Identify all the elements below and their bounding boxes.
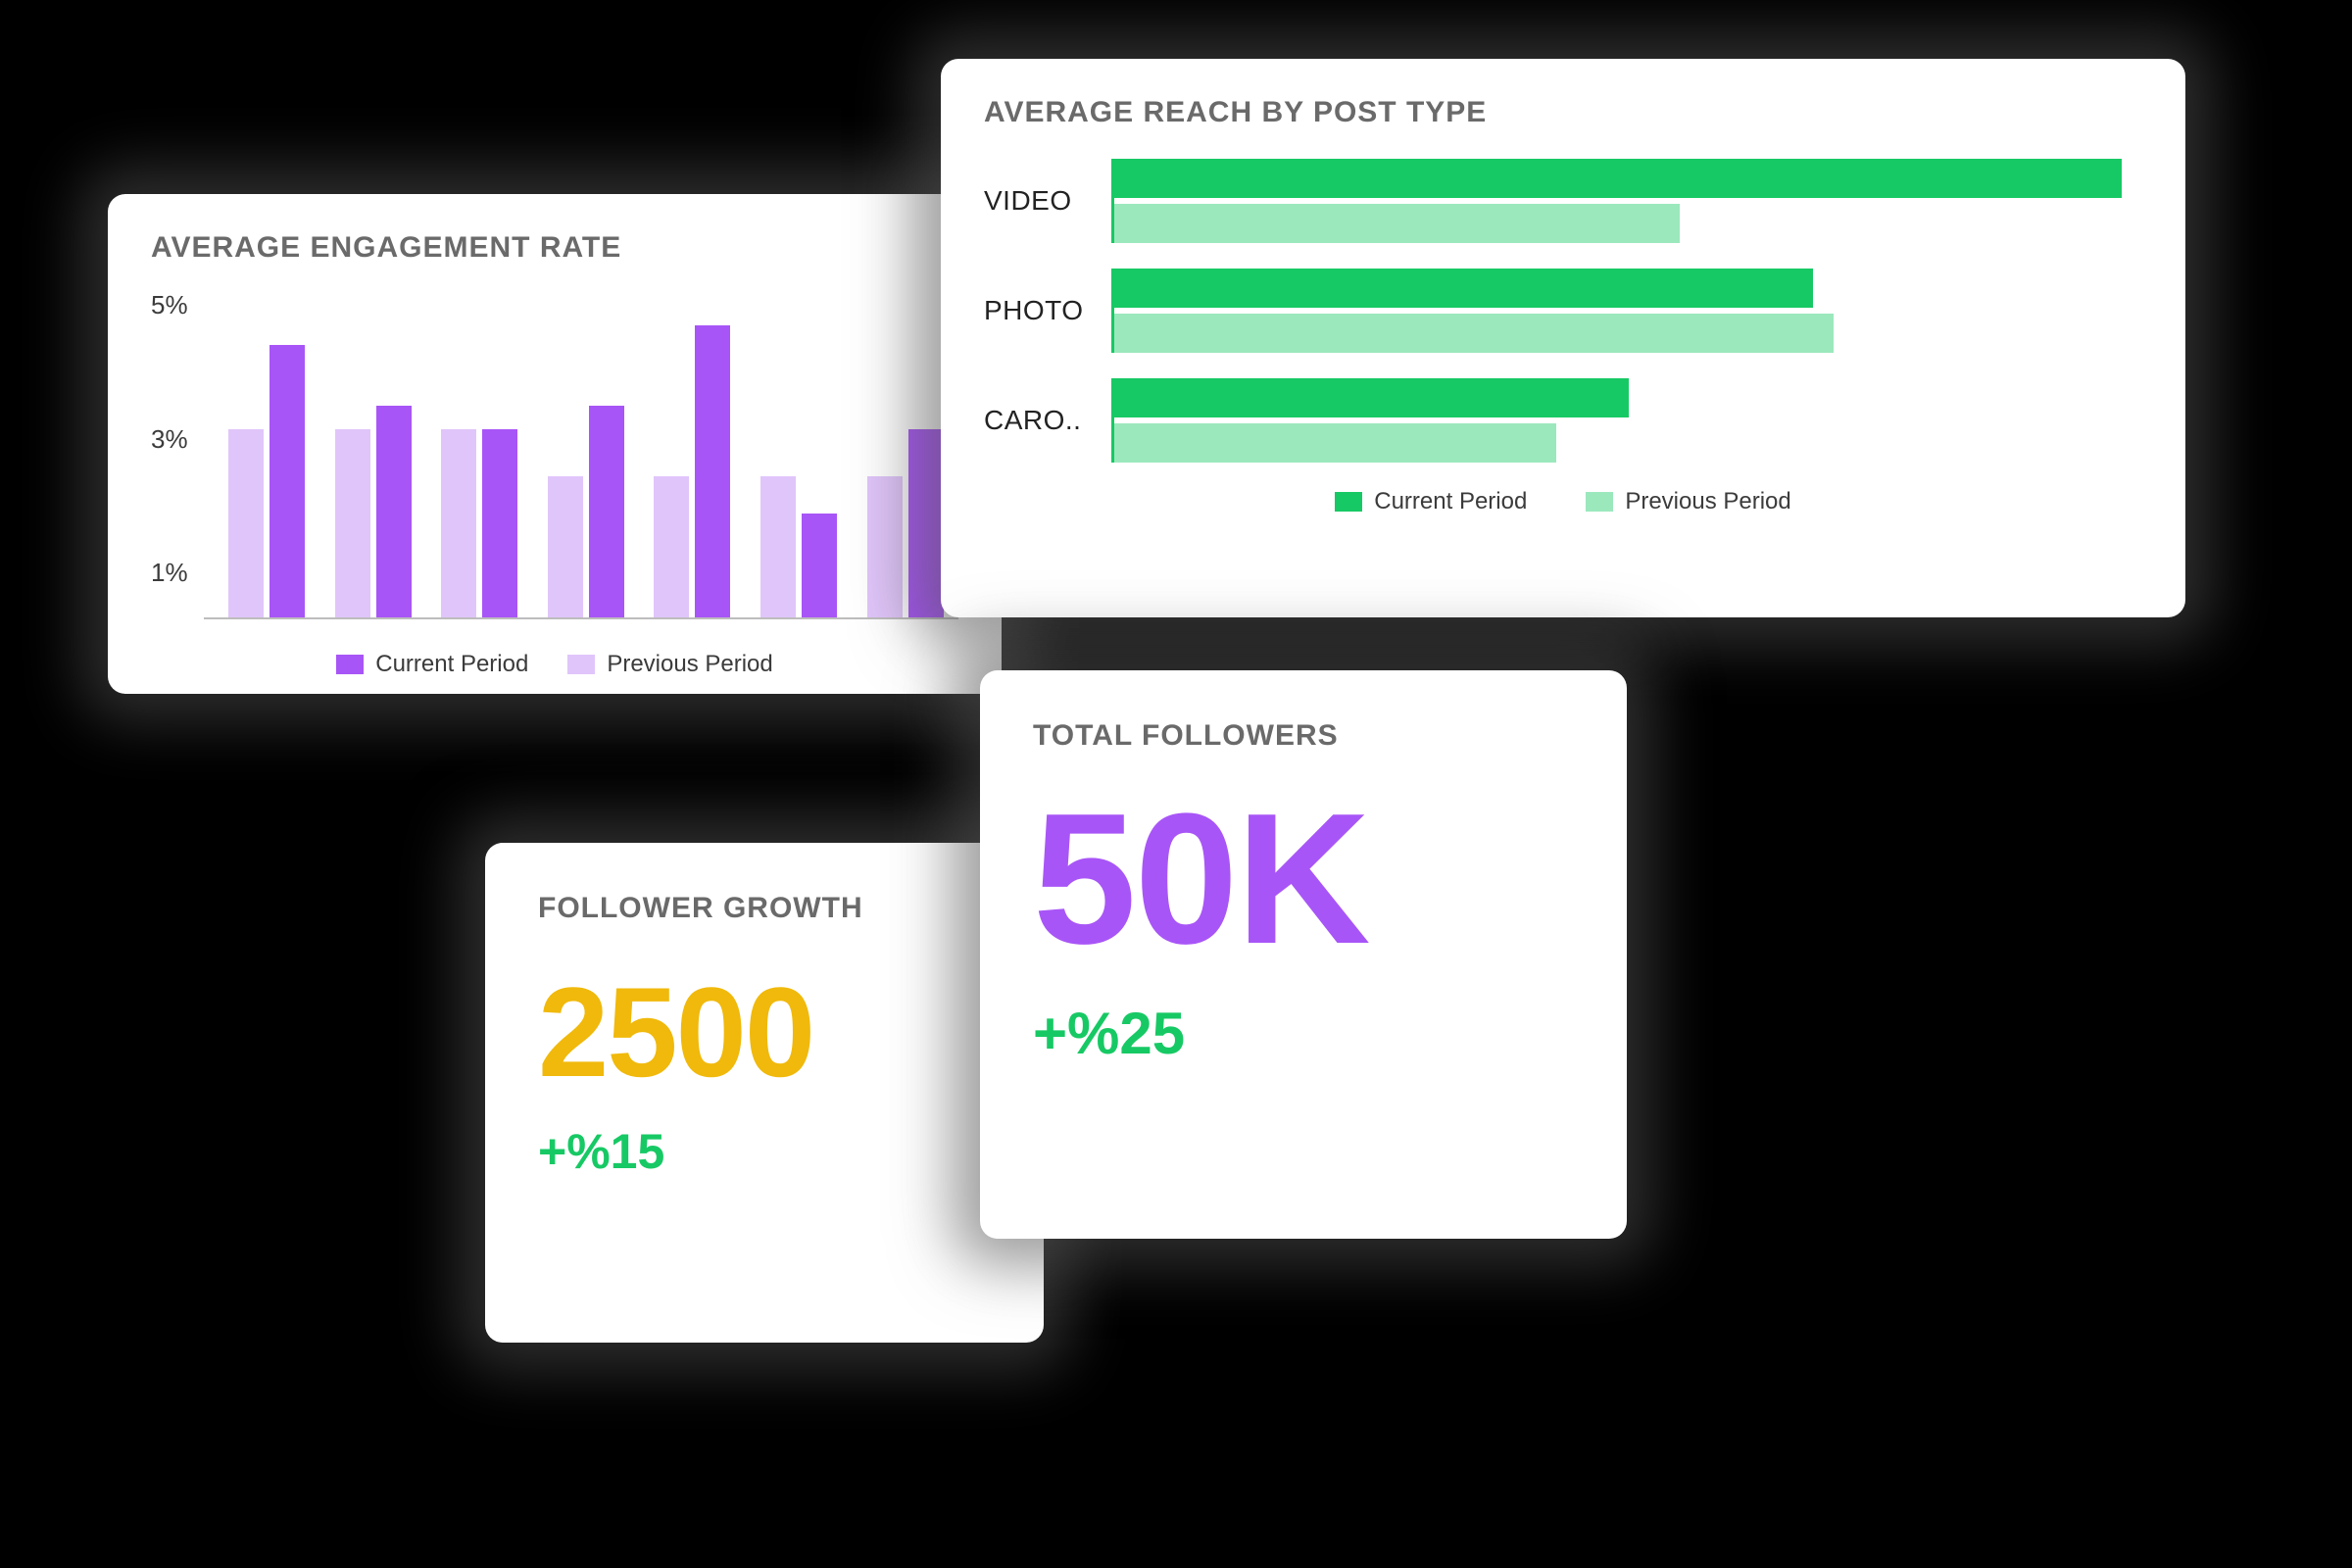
legend-swatch-previous: [567, 655, 595, 674]
y-tick: 3%: [151, 424, 188, 455]
reach-bar-previous: [1114, 423, 1556, 463]
bar-current: [376, 406, 412, 617]
legend-current: Current Period: [1335, 488, 1527, 515]
bar-previous: [335, 429, 370, 617]
reach-bar-previous: [1114, 204, 1680, 243]
reach-legend: Current Period Previous Period: [984, 488, 2142, 515]
bar-group: [649, 325, 736, 617]
bar-group: [329, 406, 416, 617]
legend-label: Current Period: [375, 651, 528, 678]
legend-swatch-current: [336, 655, 364, 674]
reach-bar-current: [1114, 269, 1813, 308]
reach-bar-pair: [1111, 378, 2142, 463]
bar-group: [223, 345, 311, 617]
engagement-chart: 5% 3% 1%: [151, 290, 958, 623]
reach-category-label: PHOTO: [984, 295, 1111, 326]
reach-by-post-type-card: AVERAGE REACH BY POST TYPE VIDEO PHOTO CAR…: [941, 59, 2185, 617]
reach-bar-pair: [1111, 269, 2142, 353]
reach-category-label: CARO..: [984, 405, 1111, 436]
bar-group: [861, 429, 949, 617]
bar-current: [802, 514, 837, 617]
reach-chart: VIDEO PHOTO CARO..: [984, 159, 2142, 463]
legend-label: Current Period: [1374, 488, 1527, 515]
engagement-plot-area: [204, 290, 958, 619]
reach-row: VIDEO: [984, 159, 2142, 243]
bar-previous: [654, 476, 689, 617]
followers-value: 50K: [1033, 786, 1574, 972]
bar-previous: [867, 476, 903, 617]
growth-delta: +%15: [538, 1123, 991, 1180]
bar-previous: [441, 429, 476, 617]
engagement-title: AVERAGE ENGAGEMENT RATE: [151, 231, 958, 265]
y-tick: 5%: [151, 290, 188, 320]
legend-swatch-previous: [1586, 492, 1613, 512]
growth-value: 2500: [538, 968, 991, 1096]
followers-delta: +%25: [1033, 1000, 1574, 1067]
bar-group: [542, 406, 629, 617]
y-tick: 1%: [151, 558, 188, 588]
bar-current: [695, 325, 730, 617]
legend-label: Previous Period: [607, 651, 772, 678]
reach-row: PHOTO: [984, 269, 2142, 353]
legend-current: Current Period: [336, 651, 528, 678]
bar-previous: [760, 476, 796, 617]
bar-group: [436, 429, 523, 617]
engagement-legend: Current Period Previous Period: [151, 651, 958, 678]
reach-row: CARO..: [984, 378, 2142, 463]
bar-group: [756, 476, 843, 617]
bar-current: [482, 429, 517, 617]
follower-growth-card: FOLLOWER GROWTH 2500 +%15: [485, 843, 1044, 1343]
bar-current: [908, 429, 944, 617]
reach-bar-pair: [1111, 159, 2142, 243]
growth-title: FOLLOWER GROWTH: [538, 892, 991, 925]
reach-bar-current: [1114, 378, 1629, 417]
engagement-rate-card: AVERAGE ENGAGEMENT RATE 5% 3% 1% Current…: [108, 194, 1002, 694]
bar-previous: [548, 476, 583, 617]
legend-previous: Previous Period: [1586, 488, 1790, 515]
bar-current: [589, 406, 624, 617]
reach-title: AVERAGE REACH BY POST TYPE: [984, 96, 2142, 129]
reach-category-label: VIDEO: [984, 185, 1111, 217]
total-followers-card: TOTAL FOLLOWERS 50K +%25: [980, 670, 1627, 1239]
bar-previous: [228, 429, 264, 617]
legend-label: Previous Period: [1625, 488, 1790, 515]
legend-previous: Previous Period: [567, 651, 772, 678]
followers-title: TOTAL FOLLOWERS: [1033, 719, 1574, 753]
legend-swatch-current: [1335, 492, 1362, 512]
bar-current: [270, 345, 305, 617]
engagement-y-axis: 5% 3% 1%: [151, 290, 204, 604]
reach-bar-previous: [1114, 314, 1834, 353]
reach-bar-current: [1114, 159, 2122, 198]
